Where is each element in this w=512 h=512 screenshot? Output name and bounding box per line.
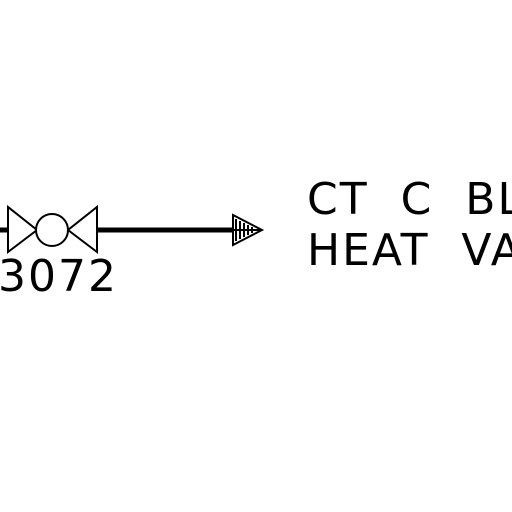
globe-valve-icon[interactable] xyxy=(7,204,98,255)
destination-line-1: CT C BL xyxy=(307,174,512,225)
valve-left-triangle-icon xyxy=(7,204,39,255)
flow-arrow-icon xyxy=(232,213,265,247)
valve-right-triangle-icon xyxy=(66,204,98,255)
valve-tag-label: 3072 xyxy=(0,251,118,302)
valve-body-circle-icon xyxy=(35,213,69,247)
destination-line-2: HEAT VA xyxy=(307,225,512,276)
